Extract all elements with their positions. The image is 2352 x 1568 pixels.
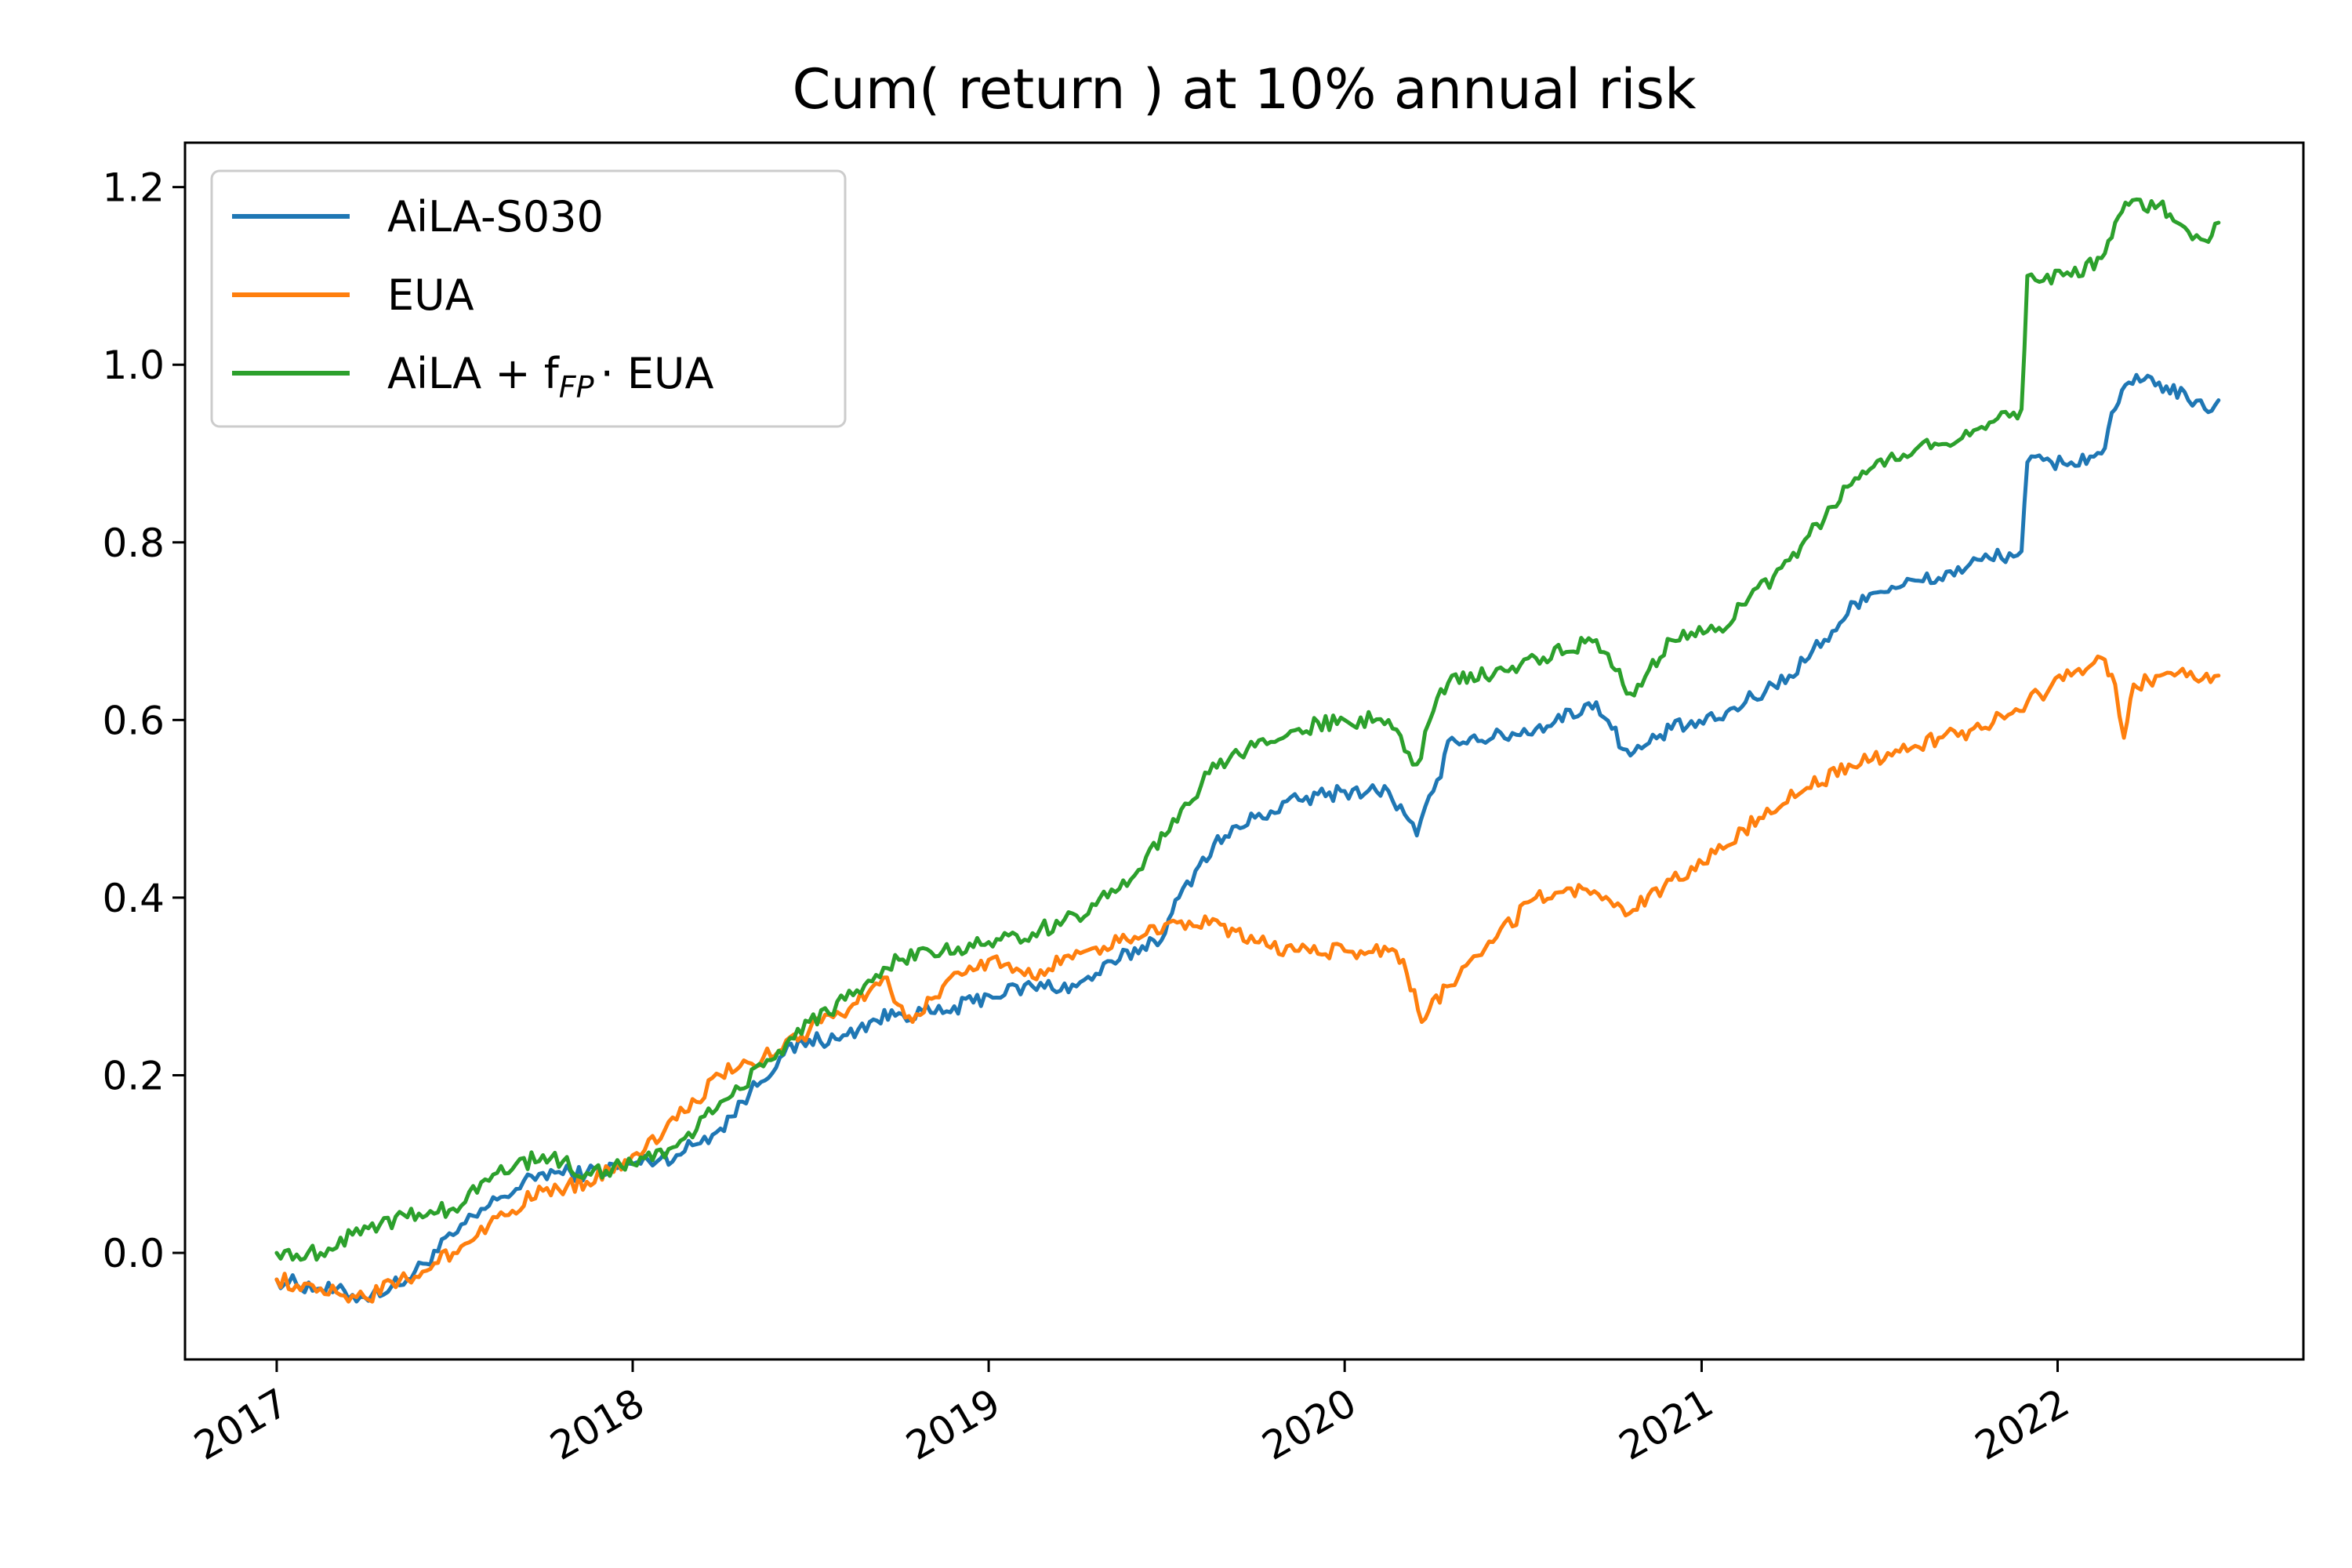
y-axis: 0.0 0.2 0.4 0.6 0.8 1.0 1.2 — [102, 165, 185, 1276]
legend-box — [210, 169, 847, 428]
series-line-2 — [274, 197, 2221, 1262]
y-tick-label: 0.0 — [102, 1231, 165, 1276]
y-tick-label: 0.2 — [102, 1053, 165, 1098]
plot-area-frame — [183, 141, 2305, 1361]
legend: AiLA-S030 EUA AiLA + fFP · EUA — [210, 169, 847, 428]
y-tick-label: 0.4 — [102, 876, 165, 921]
chart-title: Cum( return ) at 10% annual risk — [792, 57, 1697, 122]
y-tick-label: 1.0 — [102, 343, 165, 388]
series-layer — [274, 197, 2221, 1304]
legend-label-2: AiLA + fFP · EUA — [387, 349, 714, 405]
y-tick-label: 1.2 — [102, 165, 165, 211]
y-tick-label: 0.8 — [102, 521, 165, 566]
y-tick-label: 0.6 — [102, 698, 165, 743]
legend-label-0: AiLA-S030 — [387, 192, 604, 241]
legend-label-1: EUA — [387, 270, 474, 320]
